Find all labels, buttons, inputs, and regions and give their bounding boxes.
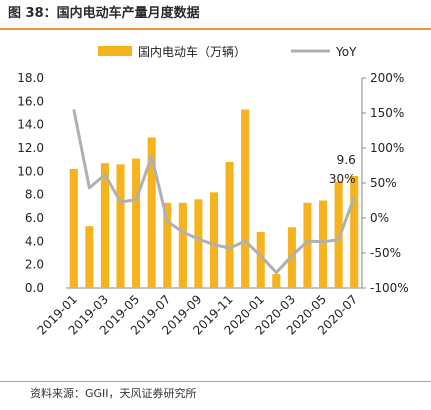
right-tick-label: 150%	[370, 106, 404, 120]
chart: 国内电动车（万辆） YoY 0.0 2.0 4.0 6.0 8.0 10.0 12.0 14.…	[17, 44, 409, 338]
bar-2019-09	[194, 199, 203, 288]
x-axis: 2019-012019-032019-052019-072019-092019-…	[35, 292, 361, 337]
left-tick-label: 10.0	[17, 164, 44, 178]
bar-2019-11	[225, 162, 234, 288]
data-label-bar: 9.6	[337, 153, 356, 167]
bar-2019-07	[163, 202, 172, 288]
figure-title: 图 38：国内电动车产量月度数据	[8, 6, 200, 21]
yoy-series	[72, 109, 356, 275]
bar-2019-01	[69, 169, 78, 288]
left-tick-label: 18.0	[17, 71, 44, 85]
bar-2019-10	[209, 192, 219, 288]
bar-2019-02	[85, 226, 94, 288]
bottom-divider	[0, 381, 431, 382]
left-tick-label: 12.0	[17, 141, 44, 155]
bar-2019-03	[100, 163, 109, 288]
right-axis: -100% -50% 0% 50% 100% 150% 200%	[362, 71, 409, 295]
bar-2019-05	[132, 158, 141, 288]
source-note: 资料来源：GGII，天风证券研究所	[30, 387, 197, 400]
bar-series	[69, 109, 359, 288]
data-label-line: 30%	[329, 172, 356, 186]
top-divider	[0, 28, 431, 30]
legend: 国内电动车（万辆） YoY	[98, 44, 357, 59]
right-tick-label: 100%	[370, 141, 404, 155]
bar-2019-08	[178, 202, 187, 288]
bar-2020-05	[319, 200, 328, 288]
bar-2020-02	[272, 274, 281, 288]
left-tick-label: 0.0	[25, 281, 44, 295]
right-tick-label: 50%	[370, 176, 397, 190]
left-tick-label: 2.0	[25, 258, 44, 272]
left-axis: 0.0 2.0 4.0 6.0 8.0 10.0 12.0 14.0 16.0 18.0	[17, 71, 44, 295]
legend-bar-swatch	[98, 46, 132, 56]
left-tick-label: 4.0	[25, 234, 44, 248]
bar-2019-06	[147, 137, 156, 288]
legend-bar-label: 国内电动车（万辆）	[138, 44, 246, 59]
legend-line-label: YoY	[335, 45, 357, 59]
right-tick-label: -50%	[370, 246, 401, 260]
left-tick-label: 6.0	[25, 211, 44, 225]
bar-2020-07	[350, 176, 359, 288]
bar-2020-01	[256, 232, 265, 288]
bar-2020-06	[334, 181, 343, 288]
left-tick-label: 14.0	[17, 118, 44, 132]
right-tick-label: 200%	[370, 71, 404, 85]
left-tick-label: 16.0	[17, 94, 44, 108]
right-tick-label: 0%	[370, 211, 389, 225]
bar-2019-12	[241, 109, 250, 288]
right-tick-label: -100%	[370, 281, 409, 295]
left-tick-label: 8.0	[25, 188, 44, 202]
bar-2019-04	[116, 164, 125, 288]
data-labels: 9.630%	[329, 153, 356, 186]
bar-2020-04	[303, 202, 312, 288]
